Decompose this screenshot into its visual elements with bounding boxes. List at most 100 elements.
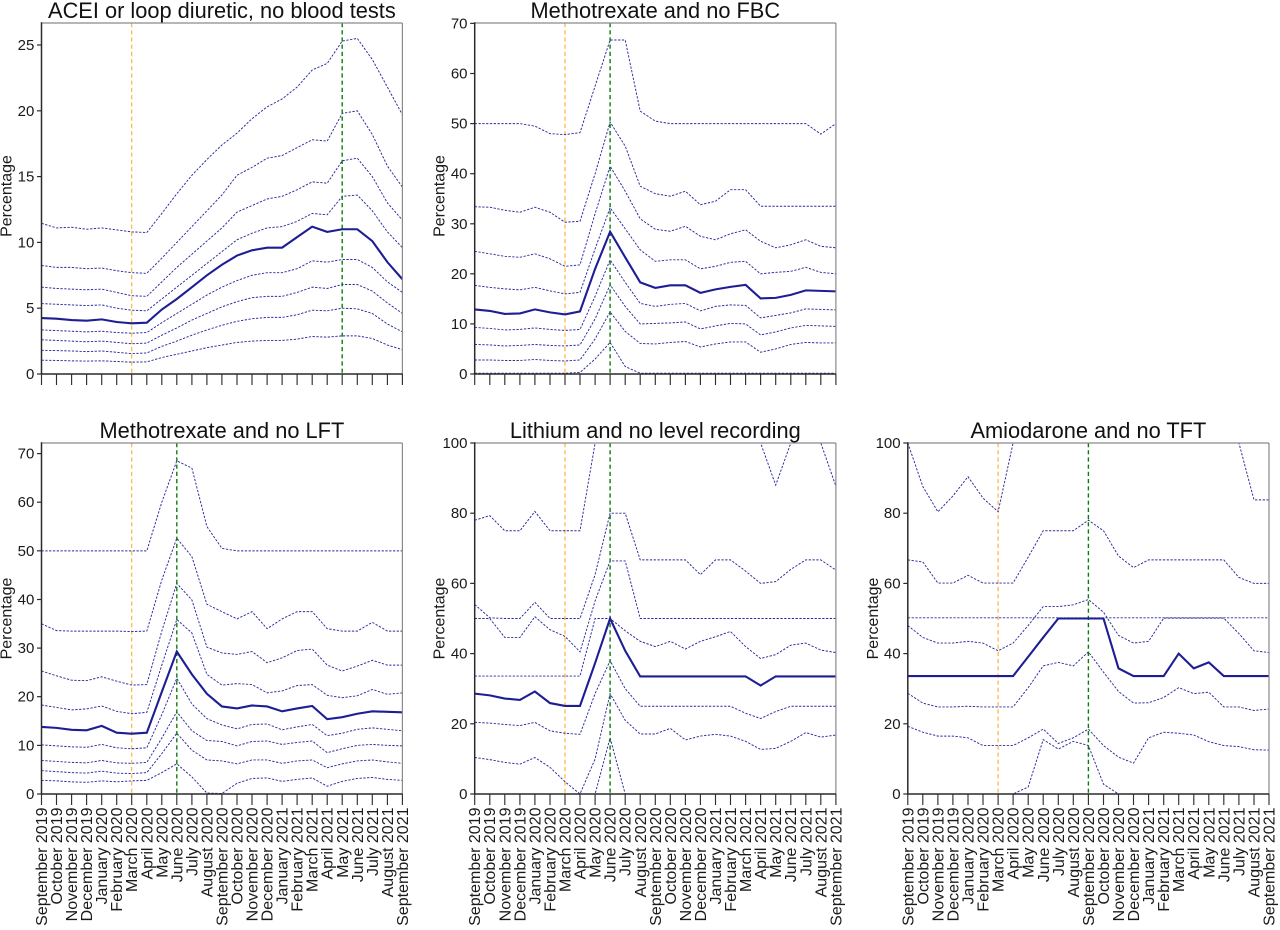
svg-text:September 2020: September 2020 xyxy=(648,807,665,925)
svg-text:80: 80 xyxy=(884,505,901,522)
svg-text:October 2019: October 2019 xyxy=(482,807,499,904)
svg-text:September 2021: September 2021 xyxy=(395,807,412,925)
svg-text:Methotrexate and no LFT: Methotrexate and no LFT xyxy=(100,418,345,443)
svg-text:July 2020: July 2020 xyxy=(1051,807,1068,876)
svg-text:30: 30 xyxy=(451,216,468,233)
svg-text:June 2021: June 2021 xyxy=(783,807,800,882)
svg-text:60: 60 xyxy=(884,575,901,592)
svg-text:October 2020: October 2020 xyxy=(663,807,680,904)
svg-text:August 2021: August 2021 xyxy=(813,807,830,897)
svg-text:30: 30 xyxy=(18,640,35,657)
svg-text:60: 60 xyxy=(18,494,35,511)
svg-text:November 2020: November 2020 xyxy=(678,807,695,921)
svg-text:September 2020: September 2020 xyxy=(214,807,231,925)
svg-text:December 2020: December 2020 xyxy=(1126,807,1143,921)
svg-text:September 2019: September 2019 xyxy=(467,807,484,925)
svg-text:April 2021: April 2021 xyxy=(320,807,337,879)
svg-text:November 2019: November 2019 xyxy=(930,807,947,921)
svg-text:June 2021: June 2021 xyxy=(350,807,367,882)
svg-text:January 2020: January 2020 xyxy=(94,807,111,904)
svg-text:0: 0 xyxy=(459,786,467,803)
svg-text:0: 0 xyxy=(26,786,34,803)
svg-text:May 2021: May 2021 xyxy=(1201,807,1218,877)
svg-text:September 2019: September 2019 xyxy=(900,807,917,925)
svg-text:December 2020: December 2020 xyxy=(693,807,710,921)
svg-text:April 2021: April 2021 xyxy=(753,807,770,879)
svg-text:October 2020: October 2020 xyxy=(1096,807,1113,904)
svg-text:May 2021: May 2021 xyxy=(768,807,785,877)
svg-text:February 2020: February 2020 xyxy=(543,807,560,911)
svg-text:20: 20 xyxy=(18,689,35,706)
svg-text:Percentage: Percentage xyxy=(432,155,449,237)
svg-text:December 2019: December 2019 xyxy=(512,807,529,921)
svg-text:100: 100 xyxy=(876,435,901,452)
svg-text:March 2020: March 2020 xyxy=(124,807,141,892)
svg-text:February 2020: February 2020 xyxy=(109,807,126,911)
svg-text:10: 10 xyxy=(451,316,468,333)
svg-text:Lithium and no level recording: Lithium and no level recording xyxy=(510,418,801,443)
svg-text:April 2020: April 2020 xyxy=(573,807,590,879)
svg-text:February 2021: February 2021 xyxy=(290,807,307,911)
svg-text:20: 20 xyxy=(451,716,468,733)
svg-text:Amiodarone and no TFT: Amiodarone and no TFT xyxy=(970,418,1206,443)
svg-text:December 2019: December 2019 xyxy=(945,807,962,921)
svg-text:February 2021: February 2021 xyxy=(723,807,740,911)
svg-text:September 2021: September 2021 xyxy=(1262,807,1279,925)
svg-text:May 2020: May 2020 xyxy=(1021,807,1038,877)
svg-text:Percentage: Percentage xyxy=(0,577,16,659)
svg-text:February 2020: February 2020 xyxy=(976,807,993,911)
svg-text:October 2019: October 2019 xyxy=(915,807,932,904)
svg-text:March 2021: March 2021 xyxy=(1171,807,1188,892)
svg-text:August 2021: August 2021 xyxy=(380,807,397,897)
svg-text:November 2020: November 2020 xyxy=(245,807,262,921)
svg-text:August 2020: August 2020 xyxy=(1066,807,1083,897)
svg-text:August 2021: August 2021 xyxy=(1247,807,1264,897)
svg-text:September 2021: September 2021 xyxy=(828,807,845,925)
svg-text:10: 10 xyxy=(18,737,35,754)
svg-text:July 2021: July 2021 xyxy=(798,807,815,876)
svg-text:March 2020: March 2020 xyxy=(558,807,575,892)
svg-text:March 2021: March 2021 xyxy=(738,807,755,892)
svg-text:August 2020: August 2020 xyxy=(633,807,650,897)
svg-text:July 2021: July 2021 xyxy=(1231,807,1248,876)
svg-text:July 2020: July 2020 xyxy=(184,807,201,876)
svg-text:December 2020: December 2020 xyxy=(260,807,277,921)
svg-text:70: 70 xyxy=(451,15,468,32)
svg-text:March 2020: March 2020 xyxy=(991,807,1008,892)
svg-text:15: 15 xyxy=(18,169,35,186)
svg-text:May 2020: May 2020 xyxy=(588,807,605,877)
svg-text:40: 40 xyxy=(18,592,35,609)
svg-text:January 2021: January 2021 xyxy=(275,807,292,904)
svg-text:Percentage: Percentage xyxy=(0,155,16,237)
svg-text:25: 25 xyxy=(18,37,35,54)
svg-text:September 2019: September 2019 xyxy=(34,807,51,925)
svg-text:40: 40 xyxy=(884,646,901,663)
svg-text:October 2020: October 2020 xyxy=(230,807,247,904)
svg-text:40: 40 xyxy=(451,646,468,663)
svg-text:December 2019: December 2019 xyxy=(79,807,96,921)
svg-text:0: 0 xyxy=(26,366,34,383)
svg-text:80: 80 xyxy=(451,505,468,522)
svg-text:20: 20 xyxy=(18,103,35,120)
svg-text:October 2019: October 2019 xyxy=(49,807,66,904)
svg-text:60: 60 xyxy=(451,66,468,83)
svg-text:20: 20 xyxy=(884,716,901,733)
svg-text:January 2021: January 2021 xyxy=(1141,807,1158,904)
svg-text:Methotrexate and no FBC: Methotrexate and no FBC xyxy=(531,0,781,23)
svg-text:April 2021: April 2021 xyxy=(1186,807,1203,879)
svg-text:July 2021: July 2021 xyxy=(365,807,382,876)
svg-text:March 2021: March 2021 xyxy=(305,807,322,892)
svg-text:Percentage: Percentage xyxy=(865,577,882,659)
svg-text:August 2020: August 2020 xyxy=(199,807,216,897)
svg-text:May 2020: May 2020 xyxy=(154,807,171,877)
svg-text:November 2020: November 2020 xyxy=(1111,807,1128,921)
svg-text:0: 0 xyxy=(459,366,467,383)
svg-text:January 2020: January 2020 xyxy=(527,807,544,904)
svg-text:June 2021: June 2021 xyxy=(1216,807,1233,882)
svg-text:November 2019: November 2019 xyxy=(497,807,514,921)
svg-text:February 2021: February 2021 xyxy=(1156,807,1173,911)
svg-text:June 2020: June 2020 xyxy=(169,807,186,882)
svg-text:70: 70 xyxy=(18,446,35,463)
svg-text:10: 10 xyxy=(18,234,35,251)
svg-text:June 2020: June 2020 xyxy=(603,807,620,882)
